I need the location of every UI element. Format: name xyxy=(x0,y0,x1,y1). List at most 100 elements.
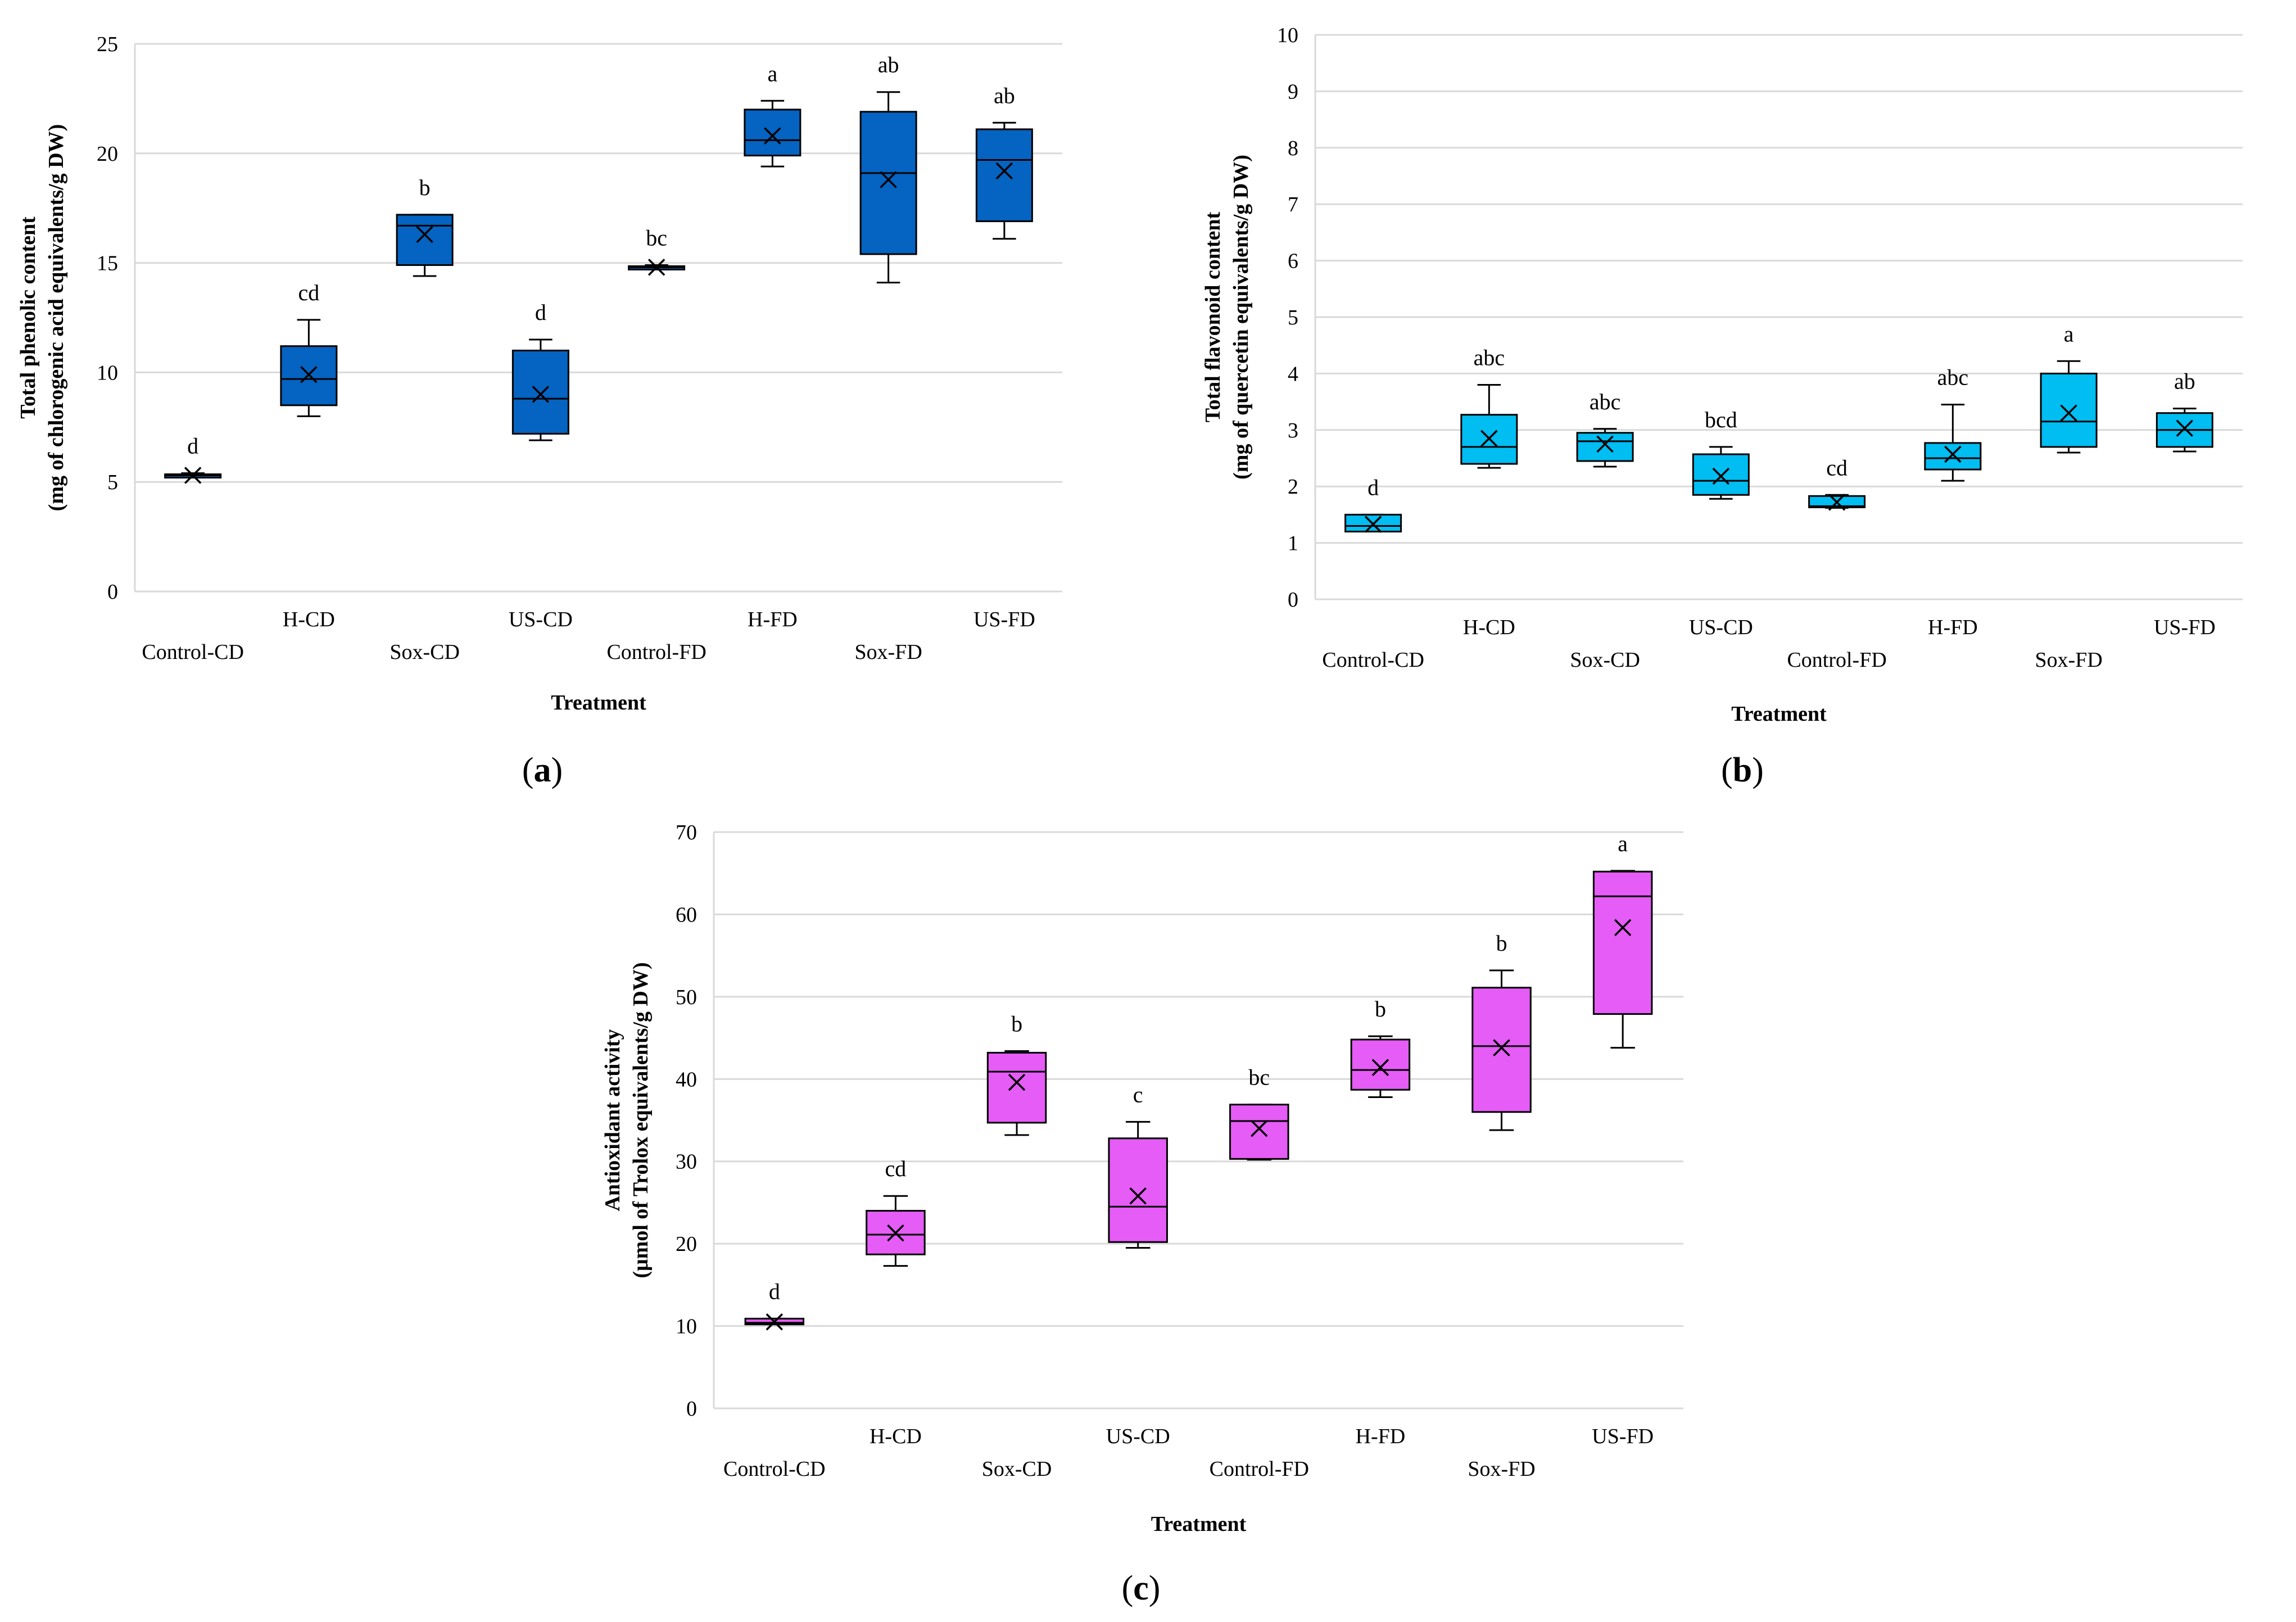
significance-letter: ab xyxy=(994,83,1015,108)
mean-marker xyxy=(1493,1039,1510,1056)
box-group: d xyxy=(744,1278,805,1331)
significance-letter: b xyxy=(1496,930,1507,956)
box-group: abc xyxy=(1576,389,1634,468)
significance-letter: a xyxy=(2064,321,2074,346)
box-group: ab xyxy=(975,83,1033,240)
mean-marker xyxy=(300,366,318,383)
caption-c: (c) xyxy=(1121,1569,1161,1607)
mean-marker xyxy=(1944,445,1962,463)
significance-letter: abc xyxy=(1589,389,1621,414)
x-tick-label: US-CD xyxy=(509,608,573,631)
y-tick-label: 0 xyxy=(107,580,118,604)
y-tick-label: 20 xyxy=(97,142,118,166)
chart-c-svg: 0 10 20 30 40 50 60 70 Control-CD H-CD Sox-CD US-CD… xyxy=(601,821,1683,1536)
mean-marker xyxy=(1712,467,1730,485)
significance-letter: bc xyxy=(646,225,667,250)
box xyxy=(1229,1104,1289,1160)
box-group: d xyxy=(1344,475,1402,533)
y-axis-label-units: (μmol of Trolox equivalents/g DW) xyxy=(629,963,653,1278)
y-axis-label: Total phenolic content xyxy=(16,216,40,419)
x-tick-label: Sox-CD xyxy=(1570,648,1640,672)
x-tick-label: H-CD xyxy=(1463,616,1515,639)
mean-marker xyxy=(887,1224,904,1242)
y-tick-label: 70 xyxy=(676,821,697,844)
x-tick-label: Sox-CD xyxy=(982,1457,1052,1481)
mean-marker xyxy=(1828,494,1846,511)
significance-letter: cd xyxy=(1826,455,1847,480)
mean-marker xyxy=(647,259,665,276)
significance-letter: d xyxy=(535,300,546,325)
box xyxy=(986,1051,1047,1124)
mean-marker xyxy=(1614,919,1632,937)
box-group: b xyxy=(1471,930,1532,1131)
y-tick-label: 15 xyxy=(97,252,118,275)
y-tick-label: 20 xyxy=(676,1232,697,1256)
y-tick-label: 2 xyxy=(1288,475,1298,499)
mean-marker xyxy=(1251,1119,1268,1137)
significance-letter: ab xyxy=(878,52,899,78)
mean-marker xyxy=(1364,516,1382,533)
y-tick-label: 6 xyxy=(1288,250,1298,273)
box-group: ab xyxy=(859,52,917,284)
x-tick-label: H-CD xyxy=(870,1425,922,1448)
y-tick-label: 3 xyxy=(1288,419,1298,442)
mean-marker xyxy=(1596,435,1614,453)
x-tick-label: Sox-FD xyxy=(854,640,922,664)
box-group: cd xyxy=(866,1156,926,1267)
box xyxy=(975,128,1033,223)
y-tick-label: 8 xyxy=(1288,137,1298,160)
mean-marker xyxy=(766,1313,784,1331)
y-axis-label: Total flavonoid content xyxy=(1201,211,1225,422)
box-group: abc xyxy=(1460,345,1518,469)
box-group: cd xyxy=(1808,455,1866,511)
significance-letter: b xyxy=(1011,1011,1022,1037)
significance-letter: bcd xyxy=(1705,407,1737,432)
x-axis-label: Treatment xyxy=(551,691,646,715)
chart-b-svg: 0 1 2 3 4 5 6 7 8 9 10 Control-CD H-CD Sox-CD US-CD Con… xyxy=(1201,24,2243,726)
x-tick-label: Control-CD xyxy=(723,1457,826,1481)
y-tick-label: 40 xyxy=(676,1068,697,1091)
significance-letter: abc xyxy=(1937,365,1969,390)
box xyxy=(744,109,801,157)
y-tick-label: 50 xyxy=(676,986,697,1009)
mean-marker xyxy=(2060,404,2077,422)
significance-letter: b xyxy=(1375,996,1386,1022)
significance-letter: ab xyxy=(2174,369,2195,394)
x-tick-label: H-CD xyxy=(283,608,335,631)
significance-letter: c xyxy=(1133,1082,1143,1107)
box-group: c xyxy=(1108,1082,1168,1249)
box-group: b xyxy=(1350,996,1411,1098)
y-tick-label: 60 xyxy=(676,903,697,927)
caption-b: (b) xyxy=(1721,751,1764,789)
mean-marker xyxy=(416,225,433,243)
mean-marker xyxy=(184,467,202,484)
box xyxy=(511,349,569,435)
x-tick-label: Control-CD xyxy=(1322,648,1424,672)
mean-marker xyxy=(880,171,897,188)
significance-letter: a xyxy=(1618,831,1628,856)
significance-letter: bc xyxy=(1248,1065,1270,1090)
y-tick-label: 10 xyxy=(676,1315,697,1339)
y-tick-label: 7 xyxy=(1288,193,1298,216)
y-tick-label: 10 xyxy=(1277,24,1298,47)
chart-panel-c: 0 10 20 30 40 50 60 70 Control-CD H-CD Sox-CD US-CD… xyxy=(579,810,1714,1557)
y-tick-label: 9 xyxy=(1288,80,1298,103)
x-tick-label: H-FD xyxy=(1356,1425,1406,1448)
box-group: a xyxy=(2040,321,2098,454)
box-group: bcd xyxy=(1692,407,1750,500)
x-tick-label: Control-FD xyxy=(1787,648,1886,672)
mean-marker xyxy=(1480,430,1498,448)
caption-a: (a) xyxy=(522,751,563,789)
x-tick-label: H-FD xyxy=(1928,616,1978,639)
box-group: d xyxy=(164,433,222,484)
box xyxy=(396,214,454,266)
significance-letter: d xyxy=(187,433,198,459)
x-tick-label: H-FD xyxy=(748,608,798,631)
significance-letter: d xyxy=(769,1278,780,1304)
box xyxy=(2040,372,2098,448)
box-group: ab xyxy=(2155,369,2213,453)
x-tick-label: US-FD xyxy=(973,608,1035,631)
x-tick-label: Control-CD xyxy=(142,640,244,664)
box-group: abc xyxy=(1924,365,1982,482)
y-axis-label: Antioxidant activity xyxy=(601,1029,624,1211)
